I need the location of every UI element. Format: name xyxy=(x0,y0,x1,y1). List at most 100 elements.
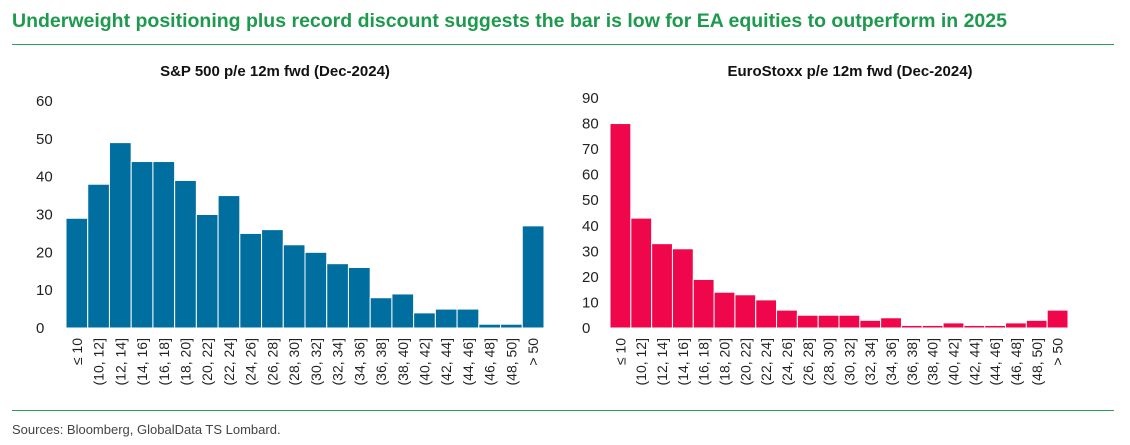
eurostoxx-x-tick-label: (32, 34] xyxy=(862,338,878,385)
eurostoxx-x-tick-label: (10, 12] xyxy=(633,338,649,385)
sp500-bar xyxy=(391,293,415,329)
eurostoxx-bar xyxy=(609,123,632,329)
sp500-bar xyxy=(87,183,110,329)
sp500-x-tick-label: (42, 44] xyxy=(438,338,454,385)
eurostoxx-y-tick-label: 50 xyxy=(582,192,599,209)
sp500-y-tick-label: 20 xyxy=(36,244,53,261)
eurostoxx-bar xyxy=(921,324,944,329)
sp500-bar xyxy=(65,217,89,329)
eurostoxx-x-tick-label: (34, 36] xyxy=(883,338,899,385)
eurostoxx-bar xyxy=(942,322,965,329)
eurostoxx-y-tick-label: 90 xyxy=(582,90,599,107)
eurostoxx-x-tick-label: (24, 26] xyxy=(779,338,795,385)
sp500-bar xyxy=(108,142,132,329)
eurostoxx-bar xyxy=(692,278,715,329)
eurostoxx-x-tick-label: (36, 38] xyxy=(904,338,920,385)
page-title: Underweight positioning plus record disc… xyxy=(12,10,1007,32)
eurostoxx-x-tick-label: (28, 30] xyxy=(821,338,837,385)
eurostoxx-bar xyxy=(671,248,694,329)
eurostoxx-y-tick-label: 70 xyxy=(582,141,599,158)
sp500-x-tick-label: > 50 xyxy=(525,338,541,366)
eurostoxx-bar xyxy=(630,217,653,329)
sp500-histogram: S&P 500 p/e 12m fwd (Dec-2024) 0 10 20 30 40 5… xyxy=(36,63,545,385)
sp500-x-tick-label: (26, 28] xyxy=(264,338,280,385)
eurostoxx-x-tick-label: (18, 20] xyxy=(717,338,733,385)
sp500-x-tick-label: (38, 40] xyxy=(395,338,411,385)
eurostoxx-y-tick-label: 0 xyxy=(582,320,590,337)
eurostoxx-y-tick-label: 10 xyxy=(582,294,599,311)
sp500-bar xyxy=(217,195,241,329)
footer-divider xyxy=(12,410,1114,411)
sp500-y-tick-label: 50 xyxy=(36,131,53,148)
sp500-x-tick-label: (10, 12] xyxy=(91,338,107,385)
eurostoxx-y-tick-label: 60 xyxy=(582,167,599,184)
sp500-bar xyxy=(130,161,154,329)
sp500-bar xyxy=(369,297,393,329)
sp500-x-tick-label: (48, 50] xyxy=(503,338,519,385)
eurostoxx-bar xyxy=(900,324,923,329)
eurostoxx-x-tick-label: (44, 46] xyxy=(987,338,1003,385)
eurostoxx-bar xyxy=(651,243,673,329)
sp500-x-tick-label: (12, 14] xyxy=(112,338,128,385)
sp500-x-tick-label: (28, 30] xyxy=(286,338,302,385)
source-note: Sources: Bloomberg, GlobalData TS Lombar… xyxy=(12,422,281,437)
sp500-bar xyxy=(347,266,371,329)
eurostoxx-x-tick-label: (30, 32] xyxy=(841,338,857,385)
sp500-y-tick-label: 40 xyxy=(36,169,53,186)
sp500-bar xyxy=(174,179,197,329)
sp500-x-tick-label: (40, 42] xyxy=(417,338,433,385)
sp500-bar xyxy=(304,251,328,329)
sp500-bar xyxy=(456,308,480,329)
sp500-bar xyxy=(413,312,436,329)
sp500-y-tick-label: 10 xyxy=(36,282,53,299)
sp500-x-tick-label: (14, 16] xyxy=(134,338,150,385)
eurostoxx-x-tick-label: (22, 24] xyxy=(758,338,774,385)
eurostoxx-bar xyxy=(859,319,882,329)
sp500-chart-title: S&P 500 p/e 12m fwd (Dec-2024) xyxy=(160,63,390,80)
sp500-x-tick-label: (18, 20] xyxy=(178,338,194,385)
eurostoxx-bar xyxy=(755,299,778,329)
eurostoxx-bar xyxy=(796,314,819,329)
sp500-bar xyxy=(478,323,502,329)
eurostoxx-x-tick-label: > 50 xyxy=(1050,338,1066,366)
sp500-x-tick-label: (20, 22] xyxy=(199,338,215,385)
sp500-bar xyxy=(434,308,458,329)
title-divider xyxy=(12,44,1114,45)
sp500-bar xyxy=(152,161,176,329)
sp500-bar xyxy=(239,232,263,329)
eurostoxx-bar xyxy=(1046,309,1069,329)
sp500-y-tick-label: 30 xyxy=(36,207,53,224)
sp500-x-tick-label: (34, 36] xyxy=(351,338,367,385)
eurostoxx-x-tick-label: (48, 50] xyxy=(1029,338,1045,385)
eurostoxx-bar xyxy=(776,309,798,329)
eurostoxx-bar xyxy=(1025,319,1048,329)
sp500-x-tick-label: (22, 24] xyxy=(221,338,237,385)
sp500-bar xyxy=(500,323,523,329)
eurostoxx-bar xyxy=(713,291,736,329)
eurostoxx-bar xyxy=(838,314,861,329)
sp500-x-tick-label: (36, 38] xyxy=(373,338,389,385)
eurostoxx-x-tick-label: ≤ 10 xyxy=(612,338,628,365)
eurostoxx-bar xyxy=(984,324,1007,329)
sp500-bar xyxy=(326,263,349,329)
sp500-x-tick-label: (44, 46] xyxy=(460,338,476,385)
sp500-x-tick-label: (24, 26] xyxy=(243,338,259,385)
eurostoxx-x-tick-label: (14, 16] xyxy=(675,338,691,385)
eurostoxx-x-tick-label: (42, 44] xyxy=(966,338,982,385)
sp500-bar xyxy=(282,244,306,329)
eurostoxx-bar xyxy=(734,294,757,329)
eurostoxx-bar xyxy=(1005,322,1027,329)
sp500-x-tick-label: (30, 32] xyxy=(308,338,324,385)
sp500-x-tick-label: (16, 18] xyxy=(156,338,172,385)
sp500-bar xyxy=(521,225,545,329)
sp500-bar xyxy=(195,214,219,329)
sp500-x-tick-label: (32, 34] xyxy=(330,338,346,385)
eurostoxx-x-tick-label: (40, 42] xyxy=(946,338,962,385)
eurostoxx-histogram: EuroStoxx p/e 12m fwd (Dec-2024) 0 10 20 30 4… xyxy=(582,63,1069,385)
eurostoxx-y-tick-label: 30 xyxy=(582,243,599,260)
eurostoxx-y-tick-label: 40 xyxy=(582,218,599,235)
eurostoxx-x-tick-label: (16, 18] xyxy=(696,338,712,385)
eurostoxx-x-tick-label: (26, 28] xyxy=(800,338,816,385)
eurostoxx-y-tick-label: 80 xyxy=(582,116,599,133)
sp500-bar xyxy=(261,229,284,329)
